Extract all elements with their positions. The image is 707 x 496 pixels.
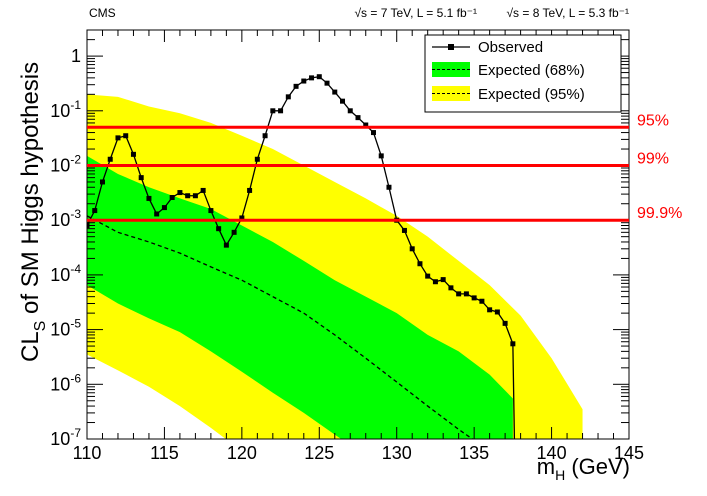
cl-label: 99% — [637, 150, 669, 167]
y-axis-label-rest: of SM Higgs hypothesis — [17, 62, 44, 321]
observed-point — [370, 130, 376, 136]
observed-point — [432, 279, 438, 285]
observed-point — [154, 211, 160, 217]
observed-point — [355, 115, 361, 121]
observed-point — [471, 295, 477, 301]
observed-point — [502, 320, 508, 326]
experiment-label: CMS — [89, 6, 116, 20]
observed-point — [99, 179, 105, 185]
observed-point — [239, 215, 245, 221]
observed-point — [115, 135, 121, 141]
observed-point — [254, 156, 260, 162]
observed-point — [123, 133, 129, 139]
expected-median-line — [87, 215, 474, 439]
observed-point — [177, 190, 183, 196]
observed-point — [417, 261, 423, 267]
observed-point — [247, 187, 253, 193]
observed-point — [293, 83, 299, 89]
observed-point — [301, 78, 307, 84]
observed-point — [231, 229, 237, 235]
observed-point — [192, 193, 198, 199]
x-axis-label-unit: (GeV) — [565, 454, 630, 479]
y-axis-label-sub: S — [32, 321, 49, 332]
energy-label-8tev: √s = 8 TeV, L = 5.3 fb⁻¹ — [506, 6, 629, 20]
y-axis-label: CLS of SM Higgs hypothesis — [17, 62, 49, 362]
observed-point — [270, 108, 276, 114]
y-axis-label-main: CL — [17, 331, 44, 362]
observed-point — [107, 156, 113, 162]
observed-point — [216, 226, 222, 232]
observed-point — [185, 193, 191, 199]
legend-observed-marker — [448, 44, 454, 50]
legend-68-label: Expected (68%) — [478, 62, 585, 79]
x-tick-label: 130 — [382, 443, 412, 463]
observed-point — [262, 133, 268, 139]
observed-point — [92, 208, 98, 214]
observed-point — [479, 298, 485, 304]
x-tick-label: 110 — [73, 443, 102, 463]
observed-point — [278, 108, 284, 114]
y-tick-label: 10-7 — [50, 426, 81, 449]
observed-point — [494, 309, 500, 315]
observed-point — [440, 277, 446, 283]
x-tick-label: 145 — [614, 443, 644, 463]
observed-point — [347, 108, 353, 114]
observed-point — [510, 341, 516, 347]
observed-point — [409, 246, 415, 252]
observed-point — [169, 195, 175, 201]
observed-point — [138, 175, 144, 181]
observed-point — [285, 94, 291, 100]
x-tick-label: 120 — [227, 443, 257, 463]
x-tick-label: 115 — [150, 443, 179, 463]
energy-label-7tev: √s = 7 TeV, L = 5.1 fb⁻¹ — [354, 6, 477, 20]
legend-observed-label: Observed — [478, 39, 543, 56]
observed-point — [448, 285, 454, 291]
observed-point — [340, 98, 346, 104]
observed-point — [146, 195, 152, 201]
observed-point — [456, 291, 462, 297]
x-tick-label: 140 — [537, 443, 567, 463]
y-tick-label: 10-5 — [50, 317, 81, 340]
observed-point — [401, 227, 407, 233]
legend-95-label: Expected (95%) — [478, 86, 585, 103]
band-68 — [87, 155, 513, 439]
observed-point — [208, 208, 214, 214]
observed-point — [378, 153, 384, 159]
observed-point — [487, 307, 493, 313]
observed-point — [309, 75, 315, 81]
cl-label: 99.9% — [637, 205, 682, 222]
observed-point — [316, 74, 322, 80]
observed-point — [161, 205, 167, 211]
observed-point — [130, 151, 136, 157]
x-axis-label: mH (GeV) — [537, 454, 630, 483]
x-axis-label-main: m — [537, 454, 555, 479]
observed-point — [363, 122, 369, 128]
legend-68-swatch — [432, 62, 470, 77]
y-tick-label: 1 — [71, 46, 81, 66]
y-tick-label: 10-6 — [50, 371, 81, 394]
x-axis-label-sub: H — [555, 467, 565, 483]
plot-frame — [86, 29, 630, 440]
y-tick-label: 10-1 — [50, 98, 81, 121]
observed-point — [324, 80, 330, 86]
observed-point — [223, 242, 229, 248]
cl-label: 95% — [637, 112, 669, 129]
y-tick-label: 10-2 — [50, 152, 81, 175]
observed-point — [332, 89, 338, 95]
legend: Observed Expected (68%) Expected (95%) — [424, 34, 622, 113]
observed-point — [425, 273, 431, 279]
y-tick-label: 10-3 — [50, 207, 81, 230]
y-tick-label: 10-4 — [50, 262, 81, 285]
observed-point — [386, 184, 392, 190]
observed-point — [200, 187, 206, 193]
x-tick-label: 125 — [304, 443, 334, 463]
observed-point — [463, 291, 469, 297]
x-tick-label: 135 — [459, 443, 489, 463]
legend-95-swatch — [432, 86, 470, 101]
